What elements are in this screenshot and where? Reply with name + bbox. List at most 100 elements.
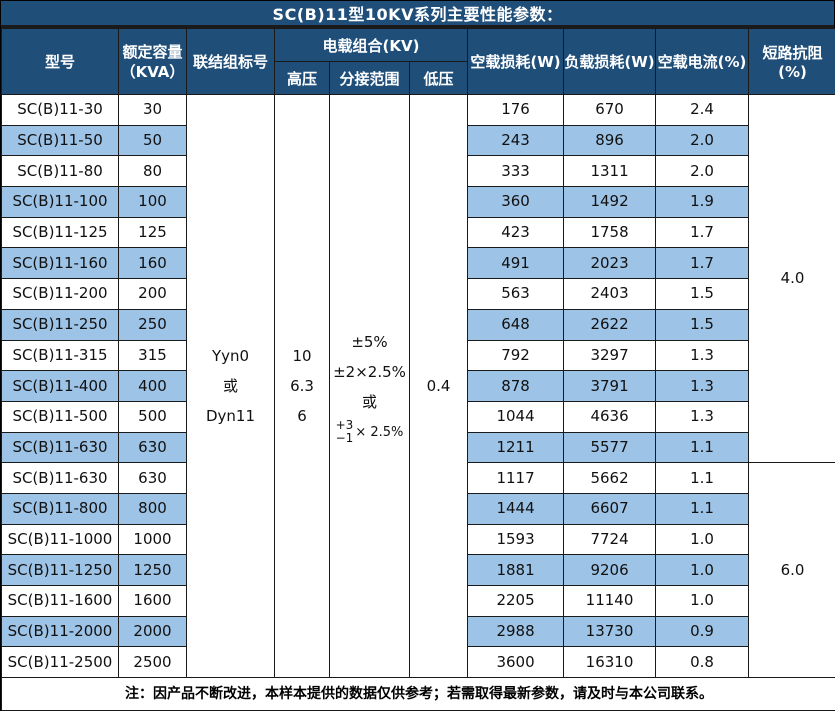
vector-group-cell: Yyn0 或 Dyn11 — [186, 93, 275, 679]
load-loss-cell: 3791 — [563, 370, 657, 402]
table-row: SC(B)11-630 630 1117 5662 1.1 6.0 — [1, 462, 835, 679]
tap-range-fraction: +3 −1 × 2.5% — [331, 419, 409, 446]
table-row: SC(B)11-200 200 563 2403 1.5 — [1, 278, 835, 310]
capacity-cell: 1600 — [118, 585, 187, 617]
no-load-loss-cell: 1593 — [467, 523, 565, 556]
no-load-current-cell: 1.1 — [655, 431, 750, 464]
load-loss-cell: 1311 — [563, 155, 657, 188]
header-load-loss: 负载损耗(W) — [563, 28, 657, 95]
load-loss-cell: 2023 — [563, 247, 657, 280]
model-cell: SC(B)11-200 — [1, 278, 119, 310]
vector-group-line: 或 — [222, 377, 238, 396]
impedance-cell-group2: 6.0 — [748, 462, 835, 679]
table-row: SC(B)11-400 400 878 3791 1.3 — [1, 370, 835, 402]
note-row: 注：因产品不断改进，本样本提供的数据仅供参考；若需取得最新参数，请及时与本公司联… — [0, 677, 835, 711]
load-loss-cell: 7724 — [563, 523, 657, 556]
header-no-load-loss: 空载损耗(W) — [467, 28, 565, 95]
no-load-current-cell: 2.0 — [655, 124, 750, 157]
no-load-loss-cell: 360 — [467, 186, 565, 218]
table-row: SC(B)11-160 160 491 2023 1.7 — [1, 247, 835, 280]
no-load-current-cell: 2.0 — [655, 155, 750, 188]
lv-cell: 0.4 — [408, 93, 469, 679]
model-cell: SC(B)11-125 — [1, 216, 119, 249]
load-loss-cell: 1758 — [563, 216, 657, 249]
capacity-cell: 2000 — [118, 615, 187, 648]
table-row: SC(B)11-1250 1250 1881 9206 1.0 — [1, 554, 835, 586]
table-row: SC(B)11-2000 2000 2988 13730 0.9 — [1, 615, 835, 648]
model-cell: SC(B)11-160 — [1, 247, 119, 280]
no-load-loss-cell: 1881 — [467, 554, 565, 586]
no-load-loss-cell: 1444 — [467, 492, 565, 525]
load-loss-cell: 13730 — [563, 615, 657, 648]
load-loss-cell: 9206 — [563, 554, 657, 586]
hv-line: 6 — [297, 407, 307, 426]
no-load-current-cell: 0.8 — [655, 646, 750, 679]
model-cell: SC(B)11-80 — [1, 155, 119, 188]
no-load-loss-cell: 792 — [467, 339, 565, 372]
tap-range-cell: ±5% ±2×2.5% 或 +3 −1 × 2.5% — [329, 93, 410, 679]
capacity-cell: 630 — [118, 462, 187, 494]
load-loss-cell: 896 — [563, 124, 657, 157]
model-cell: SC(B)11-50 — [1, 124, 119, 157]
capacity-cell: 1250 — [118, 554, 187, 586]
model-cell: SC(B)11-250 — [1, 308, 119, 341]
capacity-cell: 500 — [118, 400, 187, 433]
header-capacity-line1: 额定容量 — [122, 42, 183, 61]
capacity-cell: 2500 — [118, 646, 187, 679]
model-cell: SC(B)11-400 — [1, 370, 119, 402]
capacity-cell: 100 — [118, 186, 187, 218]
capacity-cell: 200 — [118, 278, 187, 310]
load-loss-cell: 5662 — [563, 462, 657, 494]
page-title: SC(B)11型10KV系列主要性能参数： — [1, 1, 834, 28]
load-loss-cell: 670 — [563, 94, 657, 126]
load-loss-cell: 6607 — [563, 492, 657, 525]
table-row: SC(B)11-30 30 Yyn0 或 Dyn11 10 6.3 6 ±5% … — [1, 93, 835, 679]
model-cell: SC(B)11-1600 — [1, 585, 119, 617]
tap-frac-bottom: −1 — [335, 431, 354, 446]
load-loss-cell: 5577 — [563, 431, 657, 464]
no-load-loss-cell: 2988 — [467, 615, 565, 648]
no-load-current-cell: 1.0 — [655, 554, 750, 586]
no-load-current-cell: 1.9 — [655, 186, 750, 218]
capacity-cell: 160 — [118, 247, 187, 280]
no-load-current-cell: 1.1 — [655, 462, 750, 494]
capacity-cell: 400 — [118, 370, 187, 402]
model-cell: SC(B)11-800 — [1, 492, 119, 525]
table-row: SC(B)11-630 630 1211 5577 1.1 — [1, 431, 835, 464]
table-row: SC(B)11-315 315 792 3297 1.3 — [1, 339, 835, 372]
header-capacity-line2: （KVA） — [120, 62, 185, 81]
header-hv: 高压 — [274, 61, 330, 95]
no-load-current-cell: 1.7 — [655, 247, 750, 280]
no-load-current-cell: 1.5 — [655, 308, 750, 341]
tap-frac-suffix: × 2.5% — [355, 424, 404, 440]
hv-cell: 10 6.3 6 — [274, 93, 330, 679]
no-load-current-cell: 1.1 — [655, 492, 750, 525]
no-load-loss-cell: 243 — [467, 124, 565, 157]
no-load-loss-cell: 1211 — [467, 431, 565, 464]
table-row: SC(B)11-800 800 1444 6607 1.1 — [1, 492, 835, 525]
model-cell: SC(B)11-500 — [1, 400, 119, 433]
no-load-loss-cell: 491 — [467, 247, 565, 280]
capacity-cell: 1000 — [118, 523, 187, 556]
no-load-current-cell: 1.7 — [655, 216, 750, 249]
capacity-cell: 250 — [118, 308, 187, 341]
no-load-loss-cell: 333 — [467, 155, 565, 188]
capacity-cell: 800 — [118, 492, 187, 525]
header-lv: 低压 — [408, 61, 469, 95]
no-load-current-cell: 1.5 — [655, 278, 750, 310]
header-model: 型号 — [1, 28, 119, 95]
no-load-current-cell: 1.0 — [655, 585, 750, 617]
impedance-cell-group1: 4.0 — [748, 93, 835, 464]
hv-line: 10 — [292, 347, 312, 366]
table-header: 型号 额定容量 （KVA） 联结组标号 电载组合(KV) 空载损耗(W) 负载损… — [1, 28, 835, 95]
capacity-cell: 125 — [118, 216, 187, 249]
spec-table: 型号 额定容量 （KVA） 联结组标号 电载组合(KV) 空载损耗(W) 负载损… — [0, 28, 835, 711]
load-loss-cell: 16310 — [563, 646, 657, 679]
table-row: SC(B)11-100 100 360 1492 1.9 — [1, 186, 835, 218]
no-load-loss-cell: 563 — [467, 278, 565, 310]
load-loss-cell: 2403 — [563, 278, 657, 310]
model-cell: SC(B)11-2500 — [1, 646, 119, 679]
no-load-current-cell: 0.9 — [655, 615, 750, 648]
header-voltage-combo: 电载组合(KV) — [273, 28, 469, 62]
model-cell: SC(B)11-2000 — [1, 615, 119, 648]
